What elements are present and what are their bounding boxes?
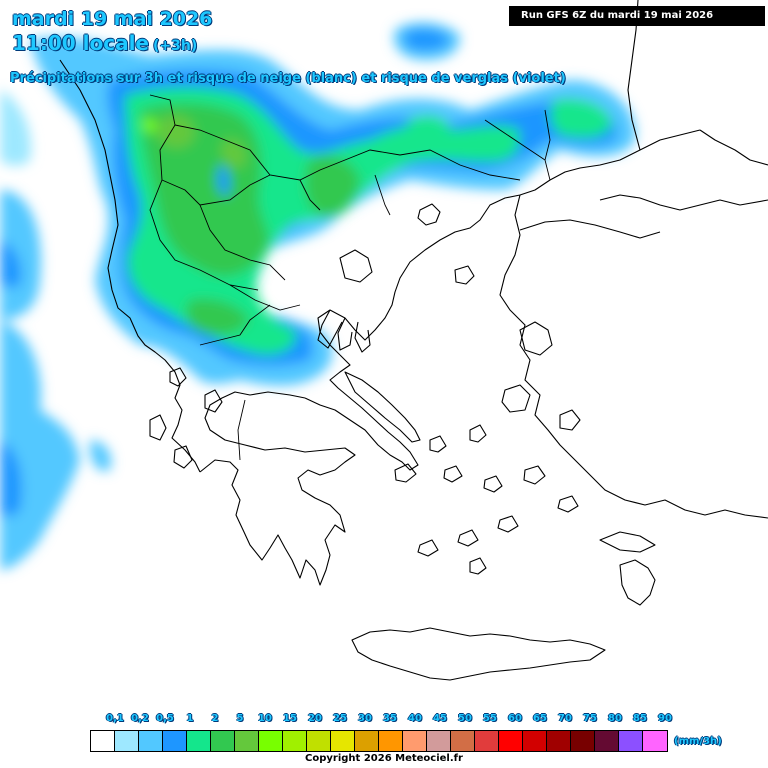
- legend-swatch: [235, 731, 259, 751]
- legend-labels: 0,1 0,2 0,5 1 2 5 10 15 20 25 30 35 40 45 50 55 60 65 70 75…: [0, 713, 768, 727]
- legend-swatch: [259, 731, 283, 751]
- legend-label: 30: [358, 713, 372, 724]
- map-subtitle: Précipitations sur 3h et risque de neige…: [10, 71, 566, 86]
- legend-swatch: [283, 731, 307, 751]
- legend-swatch: [379, 731, 403, 751]
- legend-label: 70: [558, 713, 572, 724]
- legend-label: 85: [633, 713, 647, 724]
- legend-label: 90: [658, 713, 672, 724]
- legend-swatch: [547, 731, 571, 751]
- legend-swatch: [211, 731, 235, 751]
- legend-label: 50: [458, 713, 472, 724]
- legend-swatch: [523, 731, 547, 751]
- local-time: 11:00 locale: [12, 31, 149, 55]
- legend-swatch: [451, 731, 475, 751]
- map-coastlines: [59, 0, 768, 681]
- legend-units: (mm/3h): [674, 736, 722, 747]
- run-info-box: Run GFS 6Z du mardi 19 mai 2026: [509, 6, 765, 26]
- legend-label: 10: [258, 713, 272, 724]
- legend-swatch: [643, 731, 667, 751]
- legend-label: 25: [333, 713, 347, 724]
- legend-swatch: [91, 731, 115, 751]
- legend-label: 60: [508, 713, 522, 724]
- legend-swatch: [115, 731, 139, 751]
- legend-label: 40: [408, 713, 422, 724]
- legend-swatch: [355, 731, 379, 751]
- legend-label: 55: [483, 713, 497, 724]
- legend-swatch: [427, 731, 451, 751]
- legend-label: 35: [383, 713, 397, 724]
- legend-swatch: [403, 731, 427, 751]
- legend-color-bar: [90, 730, 668, 752]
- legend-label: 0,1: [106, 713, 124, 724]
- legend-swatch: [595, 731, 619, 751]
- legend-swatch: [139, 731, 163, 751]
- legend-label: 75: [583, 713, 597, 724]
- legend-swatch: [307, 731, 331, 751]
- legend-label: 45: [433, 713, 447, 724]
- time-offset: (+3h): [153, 38, 198, 54]
- legend-swatch: [619, 731, 643, 751]
- legend-label: 80: [608, 713, 622, 724]
- legend-swatch: [475, 731, 499, 751]
- legend-swatch: [571, 731, 595, 751]
- legend-swatch: [163, 731, 187, 751]
- legend-label: 15: [283, 713, 297, 724]
- legend-label: 5: [236, 713, 244, 724]
- copyright-notice: Copyright 2026 Meteociel.fr: [305, 753, 463, 764]
- forecast-date: mardi 19 mai 2026: [12, 8, 213, 30]
- legend-swatch: [331, 731, 355, 751]
- legend-label: 20: [308, 713, 322, 724]
- legend-label: 0,2: [131, 713, 149, 724]
- precipitation-field: [0, 22, 636, 570]
- legend-label: 65: [533, 713, 547, 724]
- legend-label: 1: [186, 713, 194, 724]
- legend-swatch: [187, 731, 211, 751]
- legend-label: 2: [211, 713, 219, 724]
- legend-label: 0,5: [156, 713, 174, 724]
- map-borders: [149, 94, 551, 461]
- legend-swatch: [499, 731, 523, 751]
- forecast-time: 11:00 locale (+3h): [12, 31, 197, 55]
